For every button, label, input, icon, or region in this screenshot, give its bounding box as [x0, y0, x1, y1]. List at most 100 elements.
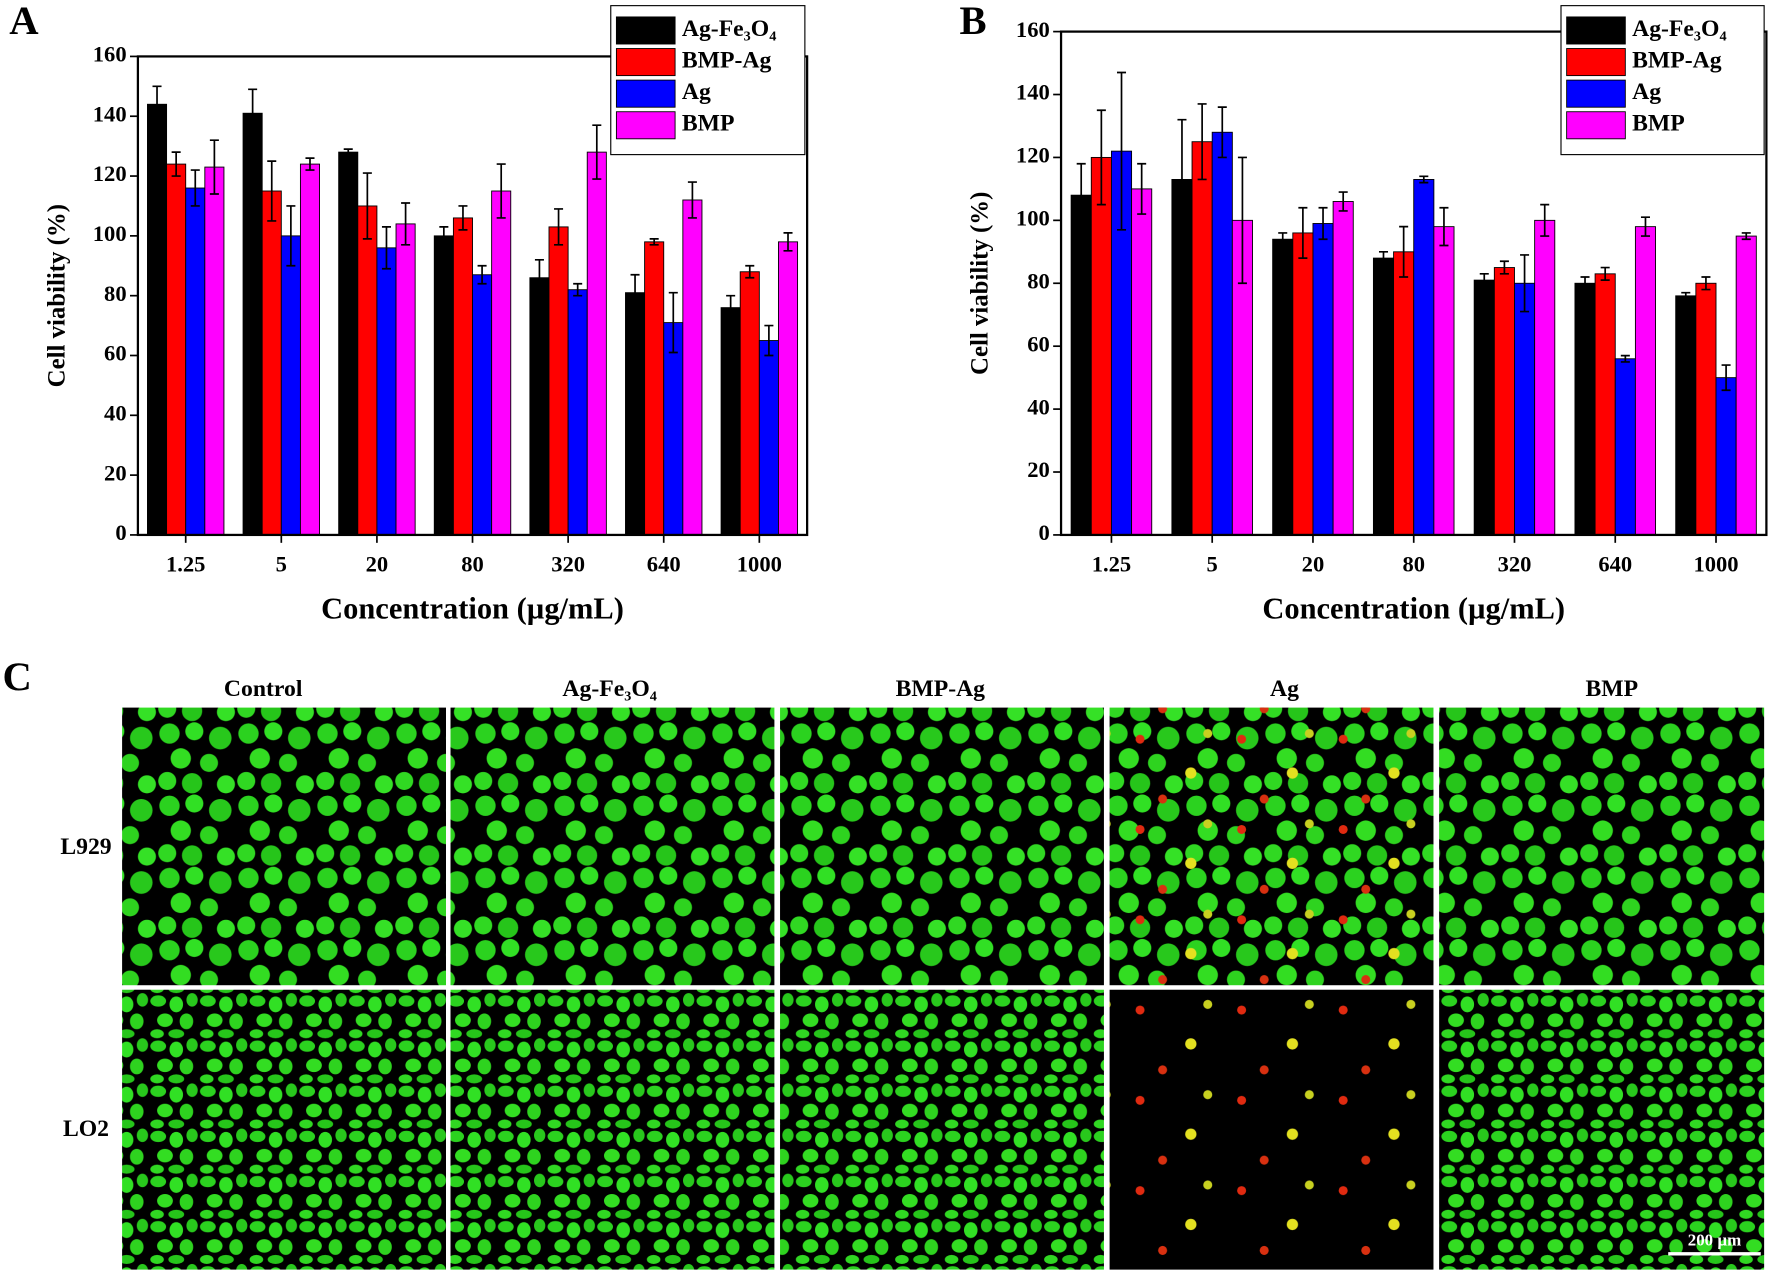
row-label: L929 — [60, 834, 111, 860]
column-label: BMP-Ag — [896, 676, 986, 702]
error-bar — [362, 172, 372, 240]
y-tick-label: 20 — [104, 460, 127, 485]
error-bar — [1580, 276, 1590, 291]
micrograph — [1439, 707, 1765, 986]
error-bar — [1640, 216, 1650, 237]
bar — [204, 166, 225, 536]
legend-label: Ag — [682, 79, 711, 105]
legend-swatch — [615, 16, 676, 45]
bar — [280, 235, 301, 536]
bar — [1735, 235, 1757, 536]
x-tick-label: 1000 — [1693, 552, 1738, 577]
bar — [1695, 282, 1717, 536]
bar — [242, 112, 263, 536]
y-tick-label: 60 — [1027, 331, 1050, 356]
bar — [472, 274, 493, 536]
legend-swatch — [615, 79, 676, 108]
bar — [663, 322, 684, 536]
error-bar — [1278, 232, 1288, 247]
x-tick-label: 20 — [1302, 552, 1325, 577]
bar — [625, 292, 646, 536]
bar — [185, 187, 206, 536]
column-label: Ag-Fe₃O₄ — [562, 676, 656, 702]
y-tick-label: 0 — [115, 520, 126, 545]
y-tick-label: 60 — [104, 341, 127, 366]
error-bar — [1439, 206, 1449, 247]
column-label: BMP — [1585, 676, 1638, 702]
bar — [261, 190, 282, 536]
legend-swatch — [615, 111, 676, 140]
legend-swatch — [1566, 111, 1626, 140]
error-bar — [1499, 260, 1509, 275]
error-bar — [764, 324, 774, 357]
legend-swatch — [1566, 79, 1626, 108]
error-bar — [1479, 272, 1489, 288]
x-tick-label: 80 — [461, 552, 484, 577]
bar — [1090, 156, 1112, 536]
x-tick-label: 1000 — [737, 552, 782, 577]
bar — [1473, 279, 1495, 536]
micrograph-overlay — [1109, 989, 1434, 1270]
plot-frame — [136, 55, 809, 537]
x-tick-label: 5 — [276, 552, 287, 577]
error-bar — [1399, 225, 1409, 278]
bar — [1312, 223, 1334, 536]
column-label: Ag — [1270, 676, 1299, 702]
bar — [1534, 219, 1556, 536]
y-tick-label: 140 — [1016, 80, 1050, 105]
bar — [567, 289, 588, 536]
y-tick-label: 160 — [1016, 17, 1050, 42]
row-label: LO2 — [63, 1116, 109, 1142]
bar — [1675, 295, 1697, 536]
error-bar — [1600, 266, 1610, 281]
bar — [1514, 282, 1536, 536]
error-bar — [1217, 106, 1227, 159]
legend-label: Ag-Fe₃O₄ — [1632, 16, 1726, 42]
error-bar — [343, 148, 353, 156]
error-bar — [1076, 162, 1086, 228]
error-bar — [668, 291, 678, 354]
bar — [720, 307, 741, 536]
error-bar — [1298, 206, 1308, 259]
error-bar — [1177, 118, 1187, 241]
y-tick-label: 80 — [104, 281, 127, 306]
error-bar — [592, 124, 602, 180]
error-bar — [190, 169, 200, 207]
error-bar — [1681, 291, 1691, 300]
y-tick-label: 100 — [93, 221, 127, 246]
bar — [1070, 194, 1092, 536]
micrograph — [450, 989, 775, 1270]
bar — [1493, 267, 1515, 536]
x-tick-label: 20 — [366, 552, 389, 577]
error-bar — [1338, 191, 1348, 212]
bar — [1574, 282, 1596, 536]
error-bar — [1137, 162, 1147, 215]
x-tick-label: 1.25 — [1092, 552, 1131, 577]
column-label: Control — [224, 676, 303, 702]
bar — [1433, 226, 1455, 536]
bar — [1191, 141, 1213, 536]
error-bar — [1096, 109, 1106, 206]
error-bar — [534, 258, 544, 297]
bar — [1413, 179, 1435, 536]
bar — [1272, 238, 1294, 536]
legend-swatch — [615, 48, 676, 77]
error-bar — [305, 157, 315, 171]
error-bar — [439, 226, 449, 246]
micrograph — [780, 989, 1104, 1270]
error-bar — [248, 88, 258, 139]
error-bar — [171, 151, 181, 177]
bar — [1292, 232, 1314, 536]
bar — [548, 226, 569, 536]
error-bar — [573, 282, 583, 297]
micrograph — [122, 707, 446, 986]
legend-label: BMP-Ag — [682, 48, 772, 74]
bar — [1594, 273, 1616, 536]
micrograph-overlay — [1109, 707, 1434, 986]
bar — [1211, 131, 1233, 536]
y-tick-label: 80 — [1027, 268, 1050, 293]
y-axis-label: Cell viability (%) — [967, 192, 994, 375]
y-tick-label: 20 — [1027, 457, 1050, 482]
bar — [166, 163, 187, 536]
legend-label: BMP-Ag — [1632, 48, 1722, 74]
